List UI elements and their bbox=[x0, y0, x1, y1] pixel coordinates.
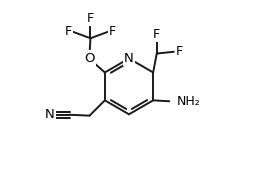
Text: F: F bbox=[153, 28, 160, 41]
Text: F: F bbox=[109, 24, 116, 38]
Text: F: F bbox=[87, 12, 94, 26]
Text: F: F bbox=[65, 24, 72, 38]
Text: N: N bbox=[45, 108, 54, 121]
Text: NH₂: NH₂ bbox=[177, 95, 201, 108]
Text: F: F bbox=[176, 45, 183, 58]
Text: N: N bbox=[124, 52, 134, 65]
Text: O: O bbox=[84, 51, 95, 65]
